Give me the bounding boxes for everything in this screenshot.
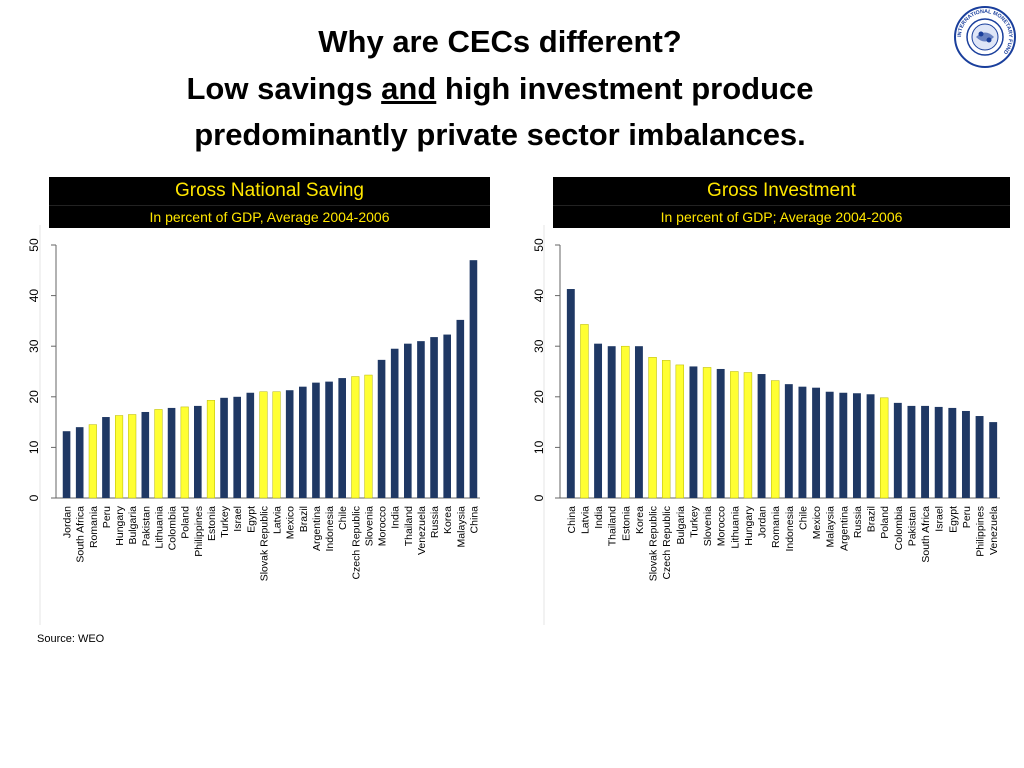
saving-bar — [259, 391, 268, 499]
saving-bar — [325, 381, 333, 498]
saving-bar — [312, 382, 320, 498]
saving-category-label: Estonia — [206, 506, 218, 541]
title-line-3: predominantly private sector imbalances. — [194, 117, 806, 152]
saving-bar — [390, 348, 399, 498]
saving-y-tick-label: 40 — [27, 289, 41, 303]
saving-bar — [469, 260, 478, 498]
saving-bar — [443, 334, 451, 498]
saving-bar — [115, 415, 124, 499]
saving-bar — [285, 390, 294, 498]
saving-y-tick-label: 0 — [27, 494, 41, 501]
saving-y-tick-label: 50 — [27, 238, 41, 252]
saving-category-label: Hungary — [114, 505, 126, 545]
saving-category-label: Czech Republic — [350, 506, 362, 580]
saving-bar — [246, 392, 255, 498]
source-note: Source: WEO — [37, 633, 105, 645]
saving-bar — [272, 391, 281, 499]
saving-bar — [167, 407, 176, 498]
saving-category-label: Colombia — [167, 506, 179, 551]
saving-y-tick-label: 10 — [27, 440, 41, 454]
title-line-2: Low savings and high investment produce — [0, 69, 1000, 109]
saving-y-tick-label: 30 — [27, 339, 41, 353]
saving-bar — [456, 319, 465, 498]
title-line-2-underlined: and — [381, 71, 437, 106]
saving-category-label: Argentina — [311, 506, 323, 551]
saving-bar — [194, 405, 202, 498]
saving-category-label: Turkey — [219, 505, 231, 537]
saving-category-label: South Africa — [75, 506, 87, 563]
saving-bar — [233, 396, 241, 498]
right-chart-subtitle: In percent of GDP; Average 2004-2006 — [660, 209, 903, 225]
left-chart-subtitle: In percent of GDP, Average 2004-2006 — [149, 209, 390, 225]
saving-category-label: Brazil — [298, 506, 310, 532]
saving-category-label: Indonesia — [324, 506, 336, 552]
saving-category-label: Slovenia — [363, 506, 375, 546]
saving-category-label: Jordan — [62, 506, 74, 538]
saving-bar — [141, 411, 150, 498]
saving-category-label: Poland — [180, 506, 192, 539]
saving-category-label: Chile — [337, 506, 349, 530]
saving-category-label: Korea — [442, 506, 454, 534]
saving-category-label: Bulgaria — [127, 506, 139, 545]
saving-category-label: Mexico — [285, 506, 297, 539]
left-chart-title: Gross National Saving — [49, 177, 490, 206]
saving-bar — [364, 374, 373, 499]
saving-category-label: Thailand — [403, 506, 415, 546]
right-chart-header: Gross Investment In percent of GDP; Aver… — [553, 177, 1010, 228]
saving-category-label: Latvia — [272, 506, 284, 534]
saving-bar — [206, 400, 215, 499]
saving-category-label: Philippines — [193, 506, 205, 557]
saving-bar — [351, 376, 360, 499]
saving-category-label: Peru — [101, 506, 113, 528]
saving-bar — [299, 386, 307, 498]
saving-bar — [377, 359, 386, 498]
saving-category-label: Venezuela — [416, 506, 428, 555]
saving-bar — [180, 406, 189, 499]
saving-bar — [154, 409, 163, 499]
saving-bar — [430, 337, 438, 498]
saving-category-label: Israel — [232, 506, 244, 532]
title-line-2-pre: Low savings — [186, 71, 382, 106]
saving-category-label: Pakistan — [140, 506, 152, 546]
saving-bar — [128, 414, 137, 499]
saving-category-label: China — [468, 506, 480, 534]
saving-category-label: Russia — [429, 506, 441, 538]
saving-bar — [75, 427, 84, 498]
saving-bar — [404, 343, 412, 498]
saving-category-label: India — [390, 506, 402, 529]
title-line-2-post: high investment produce — [436, 71, 814, 106]
saving-bar — [417, 341, 425, 498]
saving-bar — [338, 378, 346, 498]
saving-category-label: Egypt — [245, 506, 257, 533]
saving-category-label: Slovak Republic — [258, 506, 270, 581]
saving-y-tick-label: 20 — [27, 390, 41, 404]
saving-category-label: Malaysia — [455, 506, 467, 548]
title-line-1: Why are CECs different? — [318, 24, 682, 59]
saving-category-label: Morocco — [377, 506, 389, 546]
saving-bar — [220, 397, 228, 498]
saving-bar — [62, 431, 71, 498]
left-chart-header: Gross National Saving In percent of GDP,… — [49, 177, 490, 228]
saving-bar — [102, 417, 110, 498]
imf-seal-icon: INTERNATIONAL MONETARY FUND — [954, 6, 1016, 68]
saving-bar — [88, 424, 97, 499]
right-chart-title: Gross Investment — [553, 177, 1010, 206]
saving-category-label: Romania — [88, 506, 100, 548]
saving-category-label: Lithuania — [153, 506, 165, 549]
